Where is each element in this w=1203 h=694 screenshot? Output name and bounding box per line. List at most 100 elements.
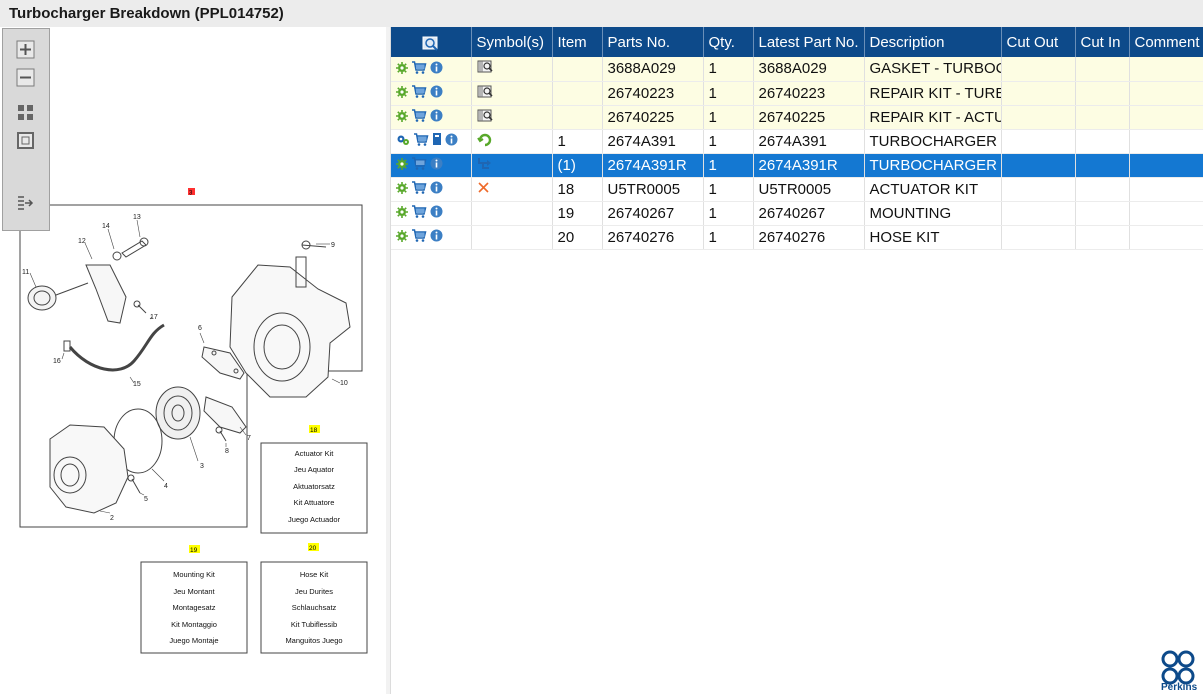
parts-grid: Symbol(s) Item Parts No. Qty. Latest Par… [391, 27, 1203, 250]
cell-cut-out [1001, 81, 1076, 106]
cart-icon[interactable] [411, 85, 427, 102]
cell-cut-out [1001, 57, 1076, 82]
info-icon[interactable] [430, 85, 443, 102]
cell-cut-out [1001, 129, 1076, 154]
callout-7: 7 [247, 435, 251, 442]
column-header-qty[interactable]: Qty. [703, 27, 754, 57]
cart-icon[interactable] [411, 181, 427, 198]
cell-qty: 1 [703, 201, 754, 226]
gear-icon[interactable] [396, 205, 408, 222]
cell-item [552, 57, 603, 82]
window-title: Turbocharger Breakdown (PPL014752) [9, 5, 284, 22]
cell-latest-part-no: 26740223 [753, 81, 865, 106]
table-row[interactable]: 19 26740267 1 26740267 MOUNTING [391, 201, 1203, 226]
info-icon[interactable] [430, 61, 443, 78]
cart-icon[interactable] [411, 229, 427, 246]
column-header-actions[interactable] [391, 27, 472, 57]
callout-3: 3 [200, 463, 204, 470]
gear-icon[interactable] [396, 229, 408, 246]
info-icon[interactable] [430, 181, 443, 198]
cell-description: TURBOCHARGER [864, 129, 1002, 154]
callout-15: 15 [133, 381, 141, 388]
book-icon[interactable] [432, 132, 442, 150]
info-icon[interactable] [430, 157, 443, 174]
table-row[interactable]: 1 2674A391 1 2674A391 TURBOCHARGER [391, 129, 1203, 154]
cell-item: (1) [552, 153, 603, 178]
fit-all-button[interactable] [16, 103, 35, 122]
column-header-cut-in[interactable]: Cut In [1075, 27, 1130, 57]
catalog-icon[interactable] [477, 59, 494, 78]
row-symbols [471, 81, 553, 106]
exploded-diagram[interactable]: 3 2 3 4 5 6 7 8 9 10 11 12 13 14 15 16 1… [0, 27, 386, 694]
catalog-icon[interactable] [477, 84, 494, 103]
column-header-cut-out[interactable]: Cut Out [1001, 27, 1076, 57]
cell-comment [1129, 153, 1203, 178]
cell-parts-no: U5TR0005 [602, 177, 704, 202]
pane-splitter[interactable] [386, 27, 391, 694]
cart-icon[interactable] [411, 157, 427, 174]
gear-icon[interactable] [396, 181, 408, 198]
catalog-icon[interactable] [477, 108, 494, 127]
zoom-in-icon [16, 40, 35, 59]
info-icon[interactable] [430, 205, 443, 222]
row-symbols [471, 105, 553, 130]
cell-description: MOUNTING [864, 201, 1002, 226]
column-header-item[interactable]: Item [552, 27, 603, 57]
column-header-parts-no[interactable]: Parts No. [602, 27, 704, 57]
gear-icon[interactable] [396, 61, 408, 78]
cell-cut-out [1001, 225, 1076, 250]
cell-parts-no: 26740267 [602, 201, 704, 226]
cell-item: 18 [552, 177, 603, 202]
table-row[interactable]: 20 26740276 1 26740276 HOSE KIT [391, 225, 1203, 250]
column-header-symbols[interactable]: Symbol(s) [471, 27, 553, 57]
cell-item [552, 81, 603, 106]
cell-cut-out [1001, 153, 1076, 178]
cell-parts-no: 2674A391 [602, 129, 704, 154]
row-actions [391, 105, 472, 130]
row-actions [391, 57, 472, 82]
cycle-icon[interactable] [476, 132, 492, 151]
gear-icon[interactable] [396, 157, 408, 174]
cart-icon[interactable] [411, 205, 427, 222]
cart-icon[interactable] [411, 60, 427, 78]
callout-14: 14 [102, 223, 110, 230]
cart-icon[interactable] [411, 109, 427, 126]
expand-pane-button[interactable] [16, 194, 35, 213]
table-row[interactable]: 18 U5TR0005 1 U5TR0005 ACTUATOR KIT [391, 177, 1203, 202]
callout-12: 12 [78, 238, 86, 245]
cell-latest-part-no: 3688A029 [753, 57, 865, 82]
fit-window-button[interactable] [16, 131, 35, 150]
gears-icon[interactable] [396, 133, 410, 150]
table-row[interactable]: 26740225 1 26740225 REPAIR KIT - ACTUA [391, 105, 1203, 130]
tree-icon[interactable] [477, 156, 494, 175]
cell-qty: 1 [703, 105, 754, 130]
cell-description: HOSE KIT [864, 225, 1002, 250]
info-icon[interactable] [430, 229, 443, 246]
kit-box-20 [260, 561, 368, 654]
column-header-description[interactable]: Description [864, 27, 1002, 57]
kit-number-18: 18 [310, 427, 318, 434]
column-header-comment[interactable]: Comment [1129, 27, 1203, 57]
cell-item: 19 [552, 201, 603, 226]
info-icon[interactable] [445, 133, 458, 150]
gear-icon[interactable] [396, 85, 408, 102]
cell-parts-no: 26740225 [602, 105, 704, 130]
info-icon[interactable] [430, 109, 443, 126]
zoom-out-icon [16, 68, 35, 87]
perkins-logo [1161, 650, 1195, 685]
zoom-in-button[interactable] [16, 40, 35, 59]
cart-icon[interactable] [413, 132, 429, 150]
gear-icon[interactable] [396, 109, 408, 126]
cell-cut-in [1075, 105, 1130, 130]
callout-11: 11 [22, 269, 29, 276]
diagram-pane[interactable]: 3 2 3 4 5 6 7 8 9 10 11 12 13 14 15 16 1… [0, 27, 387, 694]
diagram-toolbar [2, 28, 50, 231]
kit-18-line-5: Juego Actuador [288, 515, 341, 524]
kit-18-line-4: Kit Attuatore [294, 498, 335, 507]
zoom-out-button[interactable] [16, 68, 35, 87]
column-header-latest-part-no[interactable]: Latest Part No. [753, 27, 865, 57]
cross-icon[interactable] [477, 181, 490, 198]
